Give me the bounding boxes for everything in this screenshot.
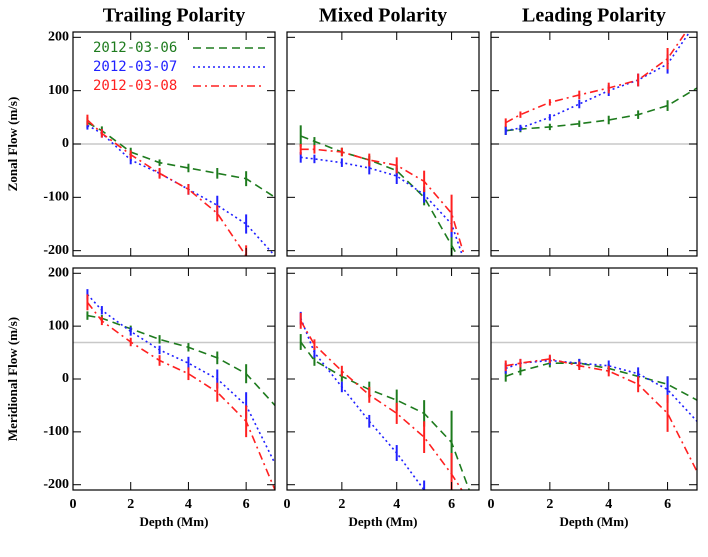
y-tick-label: 0 bbox=[62, 371, 69, 386]
legend-label: 2012-03-06 bbox=[93, 40, 177, 56]
y-tick-label: 0 bbox=[62, 136, 69, 151]
plot-area bbox=[287, 125, 479, 256]
series-line bbox=[300, 341, 471, 490]
y-axis-label: Zonal Flow (m/s) bbox=[5, 97, 20, 192]
panel: 0 2 4 6 Depth (Mm) bbox=[284, 267, 480, 529]
plot-area bbox=[491, 341, 697, 472]
series-line bbox=[300, 135, 459, 256]
series-line bbox=[300, 148, 466, 256]
panel-frame bbox=[72, 267, 276, 491]
panel-title: Mixed Polarity bbox=[319, 5, 447, 27]
panel: Leading Polarity bbox=[490, 5, 698, 257]
x-tick-label: 4 bbox=[605, 497, 612, 512]
x-tick-label: 4 bbox=[185, 497, 192, 512]
x-tick-label: 0 bbox=[488, 497, 495, 512]
y-tick-label: -200 bbox=[43, 243, 69, 258]
panel-frame bbox=[286, 267, 480, 491]
y-axis-label: Meridional Flow (m/s) bbox=[5, 317, 20, 441]
x-tick-label: 0 bbox=[70, 497, 77, 512]
x-tick-label: 6 bbox=[664, 497, 671, 512]
panel: 0 2 4 6 Depth (Mm) bbox=[488, 267, 698, 529]
panel: Mixed Polarity bbox=[286, 5, 480, 257]
x-tick-label: 6 bbox=[243, 497, 250, 512]
y-tick-label: 100 bbox=[48, 83, 69, 98]
y-tick-label: 200 bbox=[48, 30, 69, 45]
plot-area bbox=[73, 114, 275, 256]
series-line bbox=[505, 32, 691, 132]
x-tick-label: 4 bbox=[393, 497, 400, 512]
plot-area bbox=[491, 32, 697, 145]
legend-label: 2012-03-08 bbox=[93, 78, 177, 94]
panel-title: Trailing Polarity bbox=[103, 5, 245, 27]
panel-title: Leading Polarity bbox=[522, 5, 666, 27]
legend-label: 2012-03-07 bbox=[93, 59, 177, 75]
series-line bbox=[86, 119, 248, 256]
x-tick-label: 6 bbox=[448, 497, 455, 512]
x-tick-label: 0 bbox=[284, 497, 291, 512]
series-line bbox=[86, 301, 275, 490]
y-tick-label: -100 bbox=[43, 424, 69, 439]
series-line bbox=[87, 314, 275, 406]
x-tick-label: 2 bbox=[127, 497, 134, 512]
panel: 0 2 4 6 -200 -100 0 100 200 Depth (Mm) Meridional … bbox=[5, 266, 276, 529]
x-axis-label: Depth (Mm) bbox=[349, 514, 418, 529]
x-tick-label: 2 bbox=[338, 497, 345, 512]
series-line bbox=[505, 87, 697, 132]
y-tick-label: -100 bbox=[43, 190, 69, 205]
x-tick-label: 2 bbox=[546, 497, 553, 512]
series-line bbox=[87, 121, 275, 199]
y-tick-label: -200 bbox=[43, 477, 69, 492]
series-line bbox=[505, 358, 697, 472]
panel-frame bbox=[490, 267, 698, 491]
y-tick-label: 100 bbox=[48, 318, 69, 333]
series-line bbox=[505, 362, 697, 401]
x-axis-label: Depth (Mm) bbox=[560, 514, 629, 529]
series-line bbox=[299, 317, 426, 490]
y-tick-label: 200 bbox=[48, 266, 69, 281]
panel: -200 -100 0 100 200 Trailing Polarity Zonal Fl… bbox=[5, 5, 276, 258]
series-line bbox=[87, 124, 275, 256]
plot-area bbox=[73, 289, 275, 490]
series-line bbox=[505, 32, 687, 124]
x-axis-label: Depth (Mm) bbox=[140, 514, 209, 529]
